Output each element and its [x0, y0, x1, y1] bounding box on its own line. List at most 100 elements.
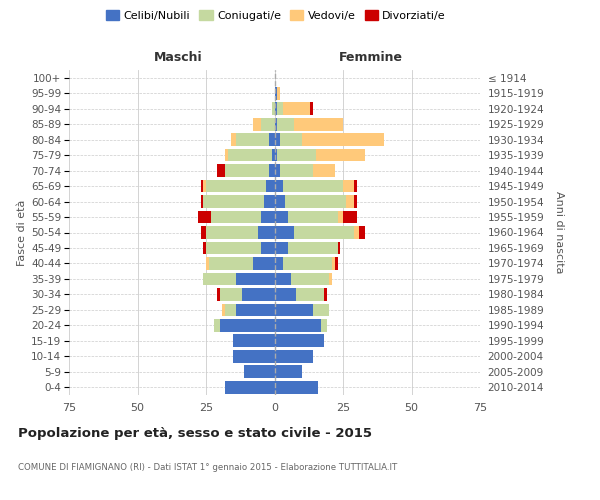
Bar: [261, 210, 275, 224]
Bar: [214, 319, 220, 332]
Bar: [277, 102, 283, 115]
Bar: [275, 242, 288, 254]
Bar: [275, 304, 313, 316]
Text: Popolazione per età, sesso e stato civile - 2015: Popolazione per età, sesso e stato civil…: [18, 428, 372, 440]
Bar: [225, 381, 275, 394]
Bar: [277, 118, 293, 130]
Bar: [346, 195, 354, 208]
Bar: [288, 242, 338, 254]
Bar: [236, 134, 269, 146]
Bar: [211, 210, 261, 224]
Bar: [275, 226, 293, 239]
Bar: [321, 319, 326, 332]
Bar: [253, 118, 261, 130]
Bar: [275, 366, 302, 378]
Bar: [203, 272, 236, 285]
Bar: [209, 257, 253, 270]
Legend: Celibi/Nubili, Coniugati/e, Vedovi/e, Divorziati/e: Celibi/Nubili, Coniugati/e, Vedovi/e, Di…: [101, 6, 451, 25]
Bar: [253, 257, 275, 270]
Bar: [200, 226, 206, 239]
Bar: [324, 288, 326, 300]
Bar: [275, 272, 291, 285]
Bar: [275, 288, 296, 300]
Bar: [203, 195, 263, 208]
Bar: [275, 164, 280, 177]
Bar: [302, 134, 384, 146]
Text: COMUNE DI FIAMIGNANO (RI) - Dati ISTAT 1° gennaio 2015 - Elaborazione TUTTITALIA: COMUNE DI FIAMIGNANO (RI) - Dati ISTAT 1…: [18, 462, 397, 471]
Bar: [343, 210, 356, 224]
Bar: [275, 381, 319, 394]
Bar: [275, 350, 313, 362]
Bar: [275, 195, 286, 208]
Bar: [283, 180, 343, 192]
Bar: [275, 149, 277, 162]
Bar: [286, 195, 346, 208]
Bar: [233, 334, 275, 347]
Bar: [220, 288, 242, 300]
Text: Maschi: Maschi: [154, 51, 203, 64]
Bar: [217, 164, 225, 177]
Bar: [244, 366, 275, 378]
Bar: [236, 272, 275, 285]
Bar: [283, 257, 332, 270]
Bar: [275, 87, 277, 100]
Bar: [225, 164, 269, 177]
Bar: [310, 102, 313, 115]
Bar: [316, 149, 365, 162]
Text: Femmine: Femmine: [338, 51, 403, 64]
Bar: [288, 210, 338, 224]
Bar: [277, 87, 280, 100]
Bar: [230, 134, 236, 146]
Bar: [335, 257, 338, 270]
Bar: [275, 118, 277, 130]
Bar: [269, 164, 275, 177]
Bar: [275, 134, 280, 146]
Bar: [242, 288, 275, 300]
Bar: [217, 288, 220, 300]
Bar: [261, 118, 275, 130]
Bar: [206, 180, 266, 192]
Bar: [206, 257, 209, 270]
Bar: [225, 304, 236, 316]
Bar: [206, 242, 261, 254]
Bar: [291, 272, 329, 285]
Bar: [359, 226, 365, 239]
Bar: [338, 242, 340, 254]
Y-axis label: Fasce di età: Fasce di età: [17, 200, 27, 266]
Bar: [275, 102, 277, 115]
Bar: [338, 210, 343, 224]
Bar: [200, 180, 203, 192]
Bar: [200, 195, 203, 208]
Bar: [198, 210, 211, 224]
Bar: [313, 304, 329, 316]
Bar: [343, 180, 354, 192]
Bar: [261, 242, 275, 254]
Bar: [354, 180, 357, 192]
Bar: [223, 304, 225, 316]
Bar: [283, 102, 310, 115]
Bar: [275, 257, 283, 270]
Bar: [332, 257, 335, 270]
Bar: [266, 180, 275, 192]
Bar: [236, 304, 275, 316]
Bar: [225, 149, 228, 162]
Bar: [269, 134, 275, 146]
Bar: [203, 180, 206, 192]
Bar: [228, 149, 272, 162]
Bar: [354, 195, 357, 208]
Bar: [263, 195, 275, 208]
Bar: [258, 226, 275, 239]
Bar: [296, 288, 324, 300]
Bar: [277, 149, 316, 162]
Bar: [272, 102, 275, 115]
Bar: [220, 319, 275, 332]
Bar: [280, 134, 302, 146]
Bar: [354, 226, 359, 239]
Bar: [329, 272, 332, 285]
Bar: [293, 226, 354, 239]
Bar: [280, 164, 313, 177]
Bar: [313, 164, 335, 177]
Bar: [272, 149, 275, 162]
Bar: [275, 180, 283, 192]
Bar: [275, 334, 324, 347]
